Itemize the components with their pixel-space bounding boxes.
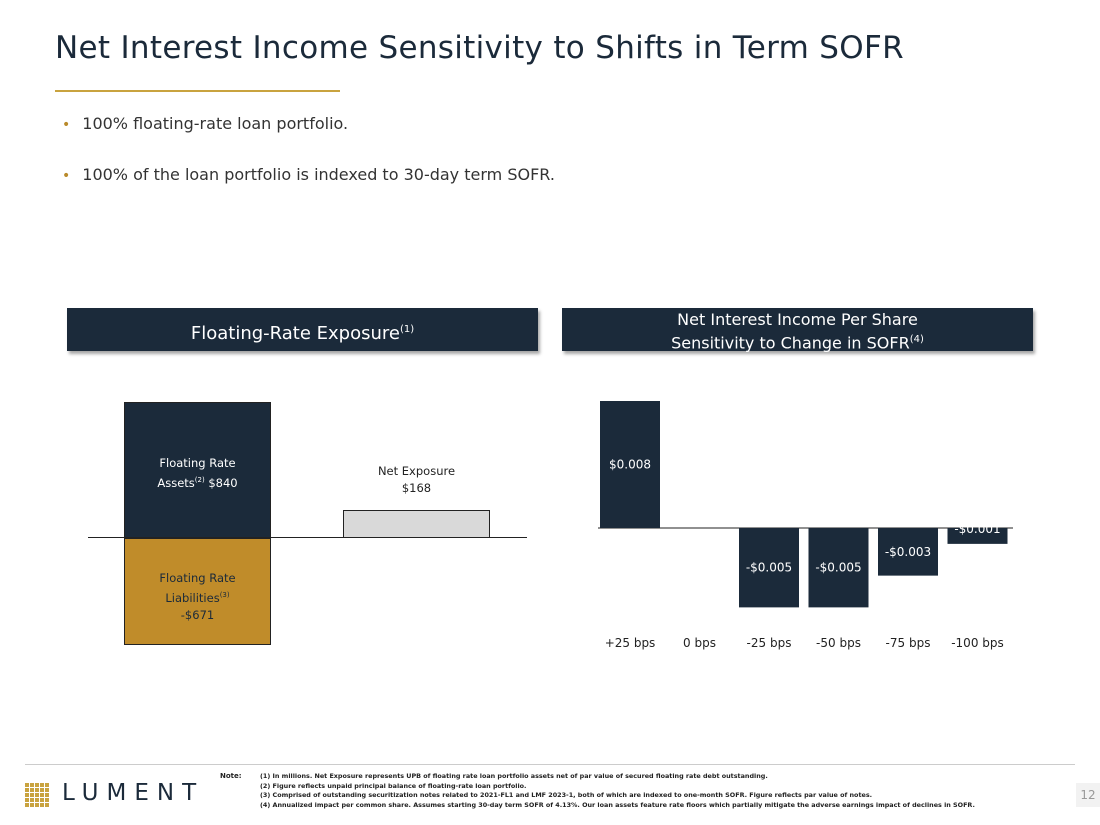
floating-rate-exposure-header: Floating-Rate Exposure(1) <box>67 308 538 351</box>
page-number: 12 <box>1076 783 1100 807</box>
note-label: Note: <box>220 772 242 780</box>
nii-category-label: -50 bps <box>816 636 861 650</box>
footer-divider <box>25 764 1075 765</box>
nii-bar <box>808 528 869 608</box>
floating-rate-assets-bar <box>124 402 271 538</box>
nii-category-label: -75 bps <box>886 636 931 650</box>
net-exposure-label: Net Exposure $168 <box>377 464 456 495</box>
lument-logo-text: LUMENT <box>62 780 205 806</box>
nii-bar <box>947 528 1008 544</box>
net-exposure-bar <box>343 510 490 538</box>
footnote: (3) Comprised of outstanding securitizat… <box>260 791 873 799</box>
footnote: (1) In millions. Net Exposure represents… <box>260 772 768 780</box>
footnote-ref: (1) <box>399 324 415 335</box>
nii-sensitivity-header: Net Interest Income Per Share Sensitivit… <box>562 308 1033 353</box>
nii-category-label: +25 bps <box>605 636 656 650</box>
nii-bar <box>739 528 799 608</box>
bullet-text: 100% floating-rate loan portfolio. <box>82 114 349 133</box>
exposure-zero-axis <box>88 537 527 538</box>
bullet-list: • 100% floating-rate loan portfolio. • 100… <box>62 114 555 216</box>
bullet-dot-icon: • <box>62 168 71 184</box>
nii-category-label: 0 bps <box>683 636 716 650</box>
nii-category-label: -100 bps <box>951 636 1004 650</box>
nii-data-label: -$0.005 <box>746 561 792 575</box>
nii-bar <box>600 401 660 528</box>
bullet-dot-icon: • <box>62 117 71 133</box>
footnote: (4) Annualized impact per common share. … <box>260 800 975 809</box>
bullet-item: • 100% floating-rate loan portfolio. <box>62 114 555 133</box>
bullet-item: • 100% of the loan portfolio is indexed t… <box>62 165 555 184</box>
nii-data-label: -$0.005 <box>815 561 861 575</box>
liabilities-label: Floating Rate Liabilities(3) -$671 <box>159 571 236 622</box>
nii-data-label: $0.008 <box>609 458 651 472</box>
nii-sensitivity-title-line1: Net Interest Income Per Share <box>677 310 918 329</box>
lument-logo-icon <box>25 783 49 807</box>
page-title: Net Interest Income Sensitivity to Shift… <box>55 30 904 66</box>
assets-label: Floating Rate Assets(2) $840 <box>157 456 238 490</box>
floating-rate-exposure-title: Floating-Rate Exposure <box>190 323 400 344</box>
nii-category-label: -25 bps <box>747 636 792 650</box>
bullet-text: 100% of the loan portfolio is indexed to… <box>82 165 555 184</box>
nii-sensitivity-chart: $0.008 +25 bps 0 bps -$0.005 -25 bps -$0.005 -… <box>598 401 1013 650</box>
floating-rate-liabilities-bar <box>124 538 271 645</box>
title-underline <box>55 90 340 92</box>
nii-data-label: -$0.001 <box>954 522 1000 536</box>
nii-bar <box>878 528 938 576</box>
nii-sensitivity-title-line2: Sensitivity to Change in SOFR(4) <box>671 333 924 353</box>
footnote: (2) Figure reflects unpaid principal bal… <box>260 781 527 790</box>
nii-data-label: -$0.003 <box>885 545 931 559</box>
footnotes: (1) In millions. Net Exposure represents… <box>260 772 1060 810</box>
